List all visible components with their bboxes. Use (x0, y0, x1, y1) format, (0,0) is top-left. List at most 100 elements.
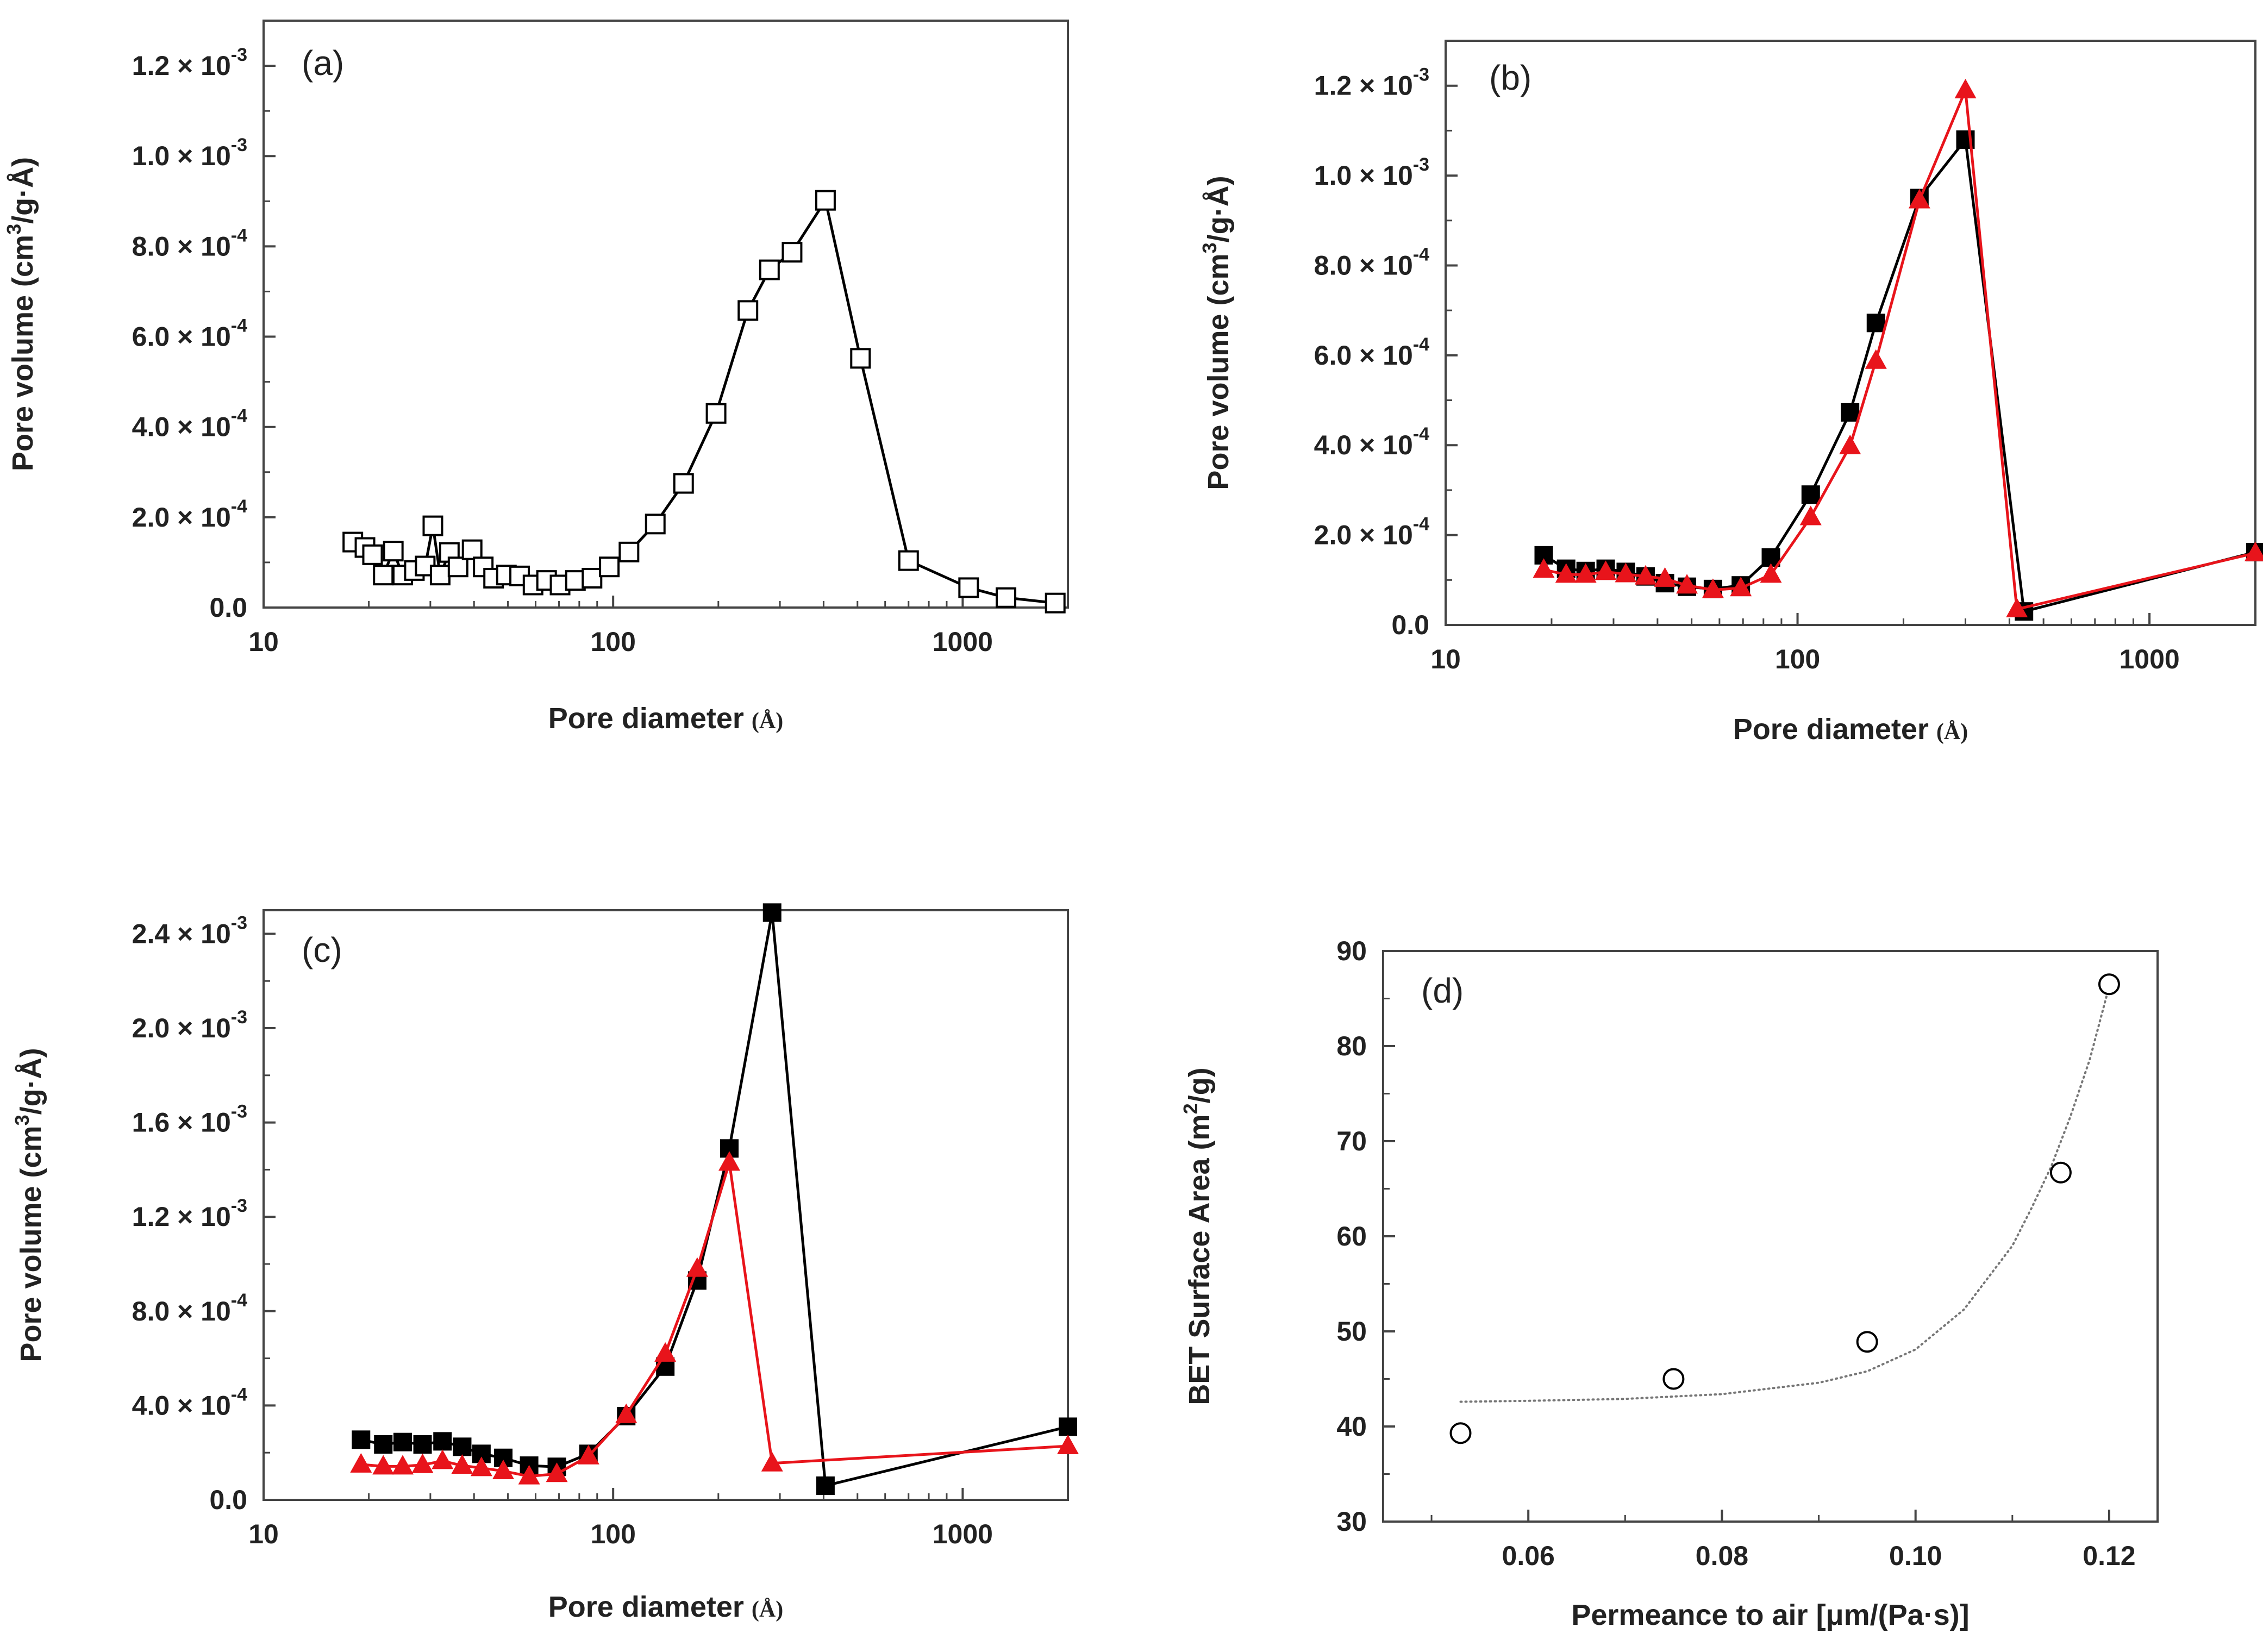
data-point-triangle (411, 1453, 434, 1473)
y-tick-label: 8.0 × 10-4 (132, 225, 247, 261)
x-axis-title-text: Pore diameter (548, 702, 744, 735)
data-point-triangle (1954, 78, 1977, 98)
data-point-circle (2098, 973, 2120, 996)
y-axis-title-post: /g) (1183, 1067, 1216, 1103)
y-tick-mantissa: 8.0 × 10 (132, 231, 231, 261)
y-tick-mantissa: 0.0 (1391, 610, 1429, 640)
y-axis-title-pre: BET Surface Area (m (1183, 1114, 1216, 1405)
y-tick-mantissa: 4.0 × 10 (132, 412, 231, 442)
y-tick-exponent: -4 (1413, 334, 1429, 355)
y-tick-mantissa: 6.0 × 10 (1314, 340, 1413, 371)
data-point-triangle (654, 1342, 677, 1362)
x-axis-title: Permeance to air [μm/(Pa·s)] (1571, 1599, 1969, 1631)
x-axis-title-text: Permeance to air [μm/(Pa·s)] (1571, 1599, 1969, 1631)
data-point-triangle (492, 1460, 515, 1480)
y-tick-mantissa: 6.0 × 10 (132, 322, 231, 352)
y-tick-label: 80 (1336, 1031, 1367, 1061)
y-tick-label: 1.0 × 10-3 (1314, 154, 1429, 191)
x-tick-label: 0.10 (1889, 1541, 1942, 1571)
panel-label: (c) (302, 930, 342, 969)
y-tick-mantissa: 80 (1336, 1031, 1367, 1061)
y-axis-title: Pore volume (cm3/g·Å) (3, 157, 39, 471)
y-tick-exponent: -3 (231, 45, 247, 65)
data-point-square (374, 1435, 393, 1454)
y-tick-mantissa: 1.6 × 10 (132, 1107, 231, 1138)
data-point-square (433, 1432, 452, 1451)
y-axis-title-pre: Pore volume (cm (15, 1125, 47, 1362)
x-tick-label: 10 (1430, 644, 1461, 674)
data-point-square (782, 242, 803, 263)
data-point-square (1801, 485, 1820, 504)
y-tick-exponent: -4 (231, 1384, 247, 1405)
data-point-triangle (1676, 574, 1698, 594)
y-tick-mantissa: 60 (1336, 1221, 1367, 1251)
data-point-square (815, 190, 836, 211)
x-tick-label: 100 (590, 1519, 635, 1549)
data-point-circle (1662, 1368, 1685, 1390)
y-tick-mantissa: 1.2 × 10 (132, 1202, 231, 1232)
y-tick-mantissa: 2.0 × 10 (1314, 520, 1413, 550)
y-tick-label: 6.0 × 10-4 (132, 316, 247, 352)
data-point-triangle (1595, 560, 1617, 580)
data-point-triangle (470, 1456, 492, 1476)
data-point-triangle (1574, 563, 1597, 583)
data-point-square (898, 550, 919, 571)
data-point-triangle (577, 1444, 599, 1465)
data-point-square (429, 565, 451, 586)
x-axis-title-text: Pore diameter (548, 1591, 744, 1623)
data-point-triangle (1760, 563, 1782, 583)
series-line-black-squares (360, 912, 1068, 1488)
y-tick-mantissa: 70 (1336, 1126, 1367, 1156)
y-tick-label: 1.2 × 10-3 (1314, 65, 1429, 101)
y-tick-mantissa: 2.4 × 10 (132, 918, 231, 949)
panel-label: (b) (1489, 58, 1531, 97)
y-tick-exponent: -3 (231, 1007, 247, 1028)
y-tick-label: 4.0 × 10-4 (132, 406, 247, 442)
y-tick-mantissa: 0.0 (209, 1485, 247, 1515)
data-point-square (565, 570, 586, 591)
y-axis-title-post: /g·Å) (7, 157, 39, 224)
x-tick-label: 1000 (2119, 644, 2179, 674)
data-point-triangle (2006, 598, 2028, 618)
plot-frame (1445, 40, 2256, 626)
data-point-triangle (615, 1403, 637, 1423)
data-point-square (447, 556, 468, 578)
data-point-triangle (451, 1454, 473, 1474)
data-point-square (958, 577, 979, 598)
y-tick-label: 8.0 × 10-4 (132, 1290, 247, 1326)
y-tick-label: 6.0 × 10-4 (1314, 334, 1429, 371)
y-tick-exponent: -4 (231, 225, 247, 246)
y-tick-label: 2.0 × 10-4 (132, 496, 247, 533)
y-tick-label: 30 (1336, 1506, 1367, 1537)
x-tick-label: 100 (1775, 644, 1820, 674)
x-tick-label: 1000 (933, 1519, 993, 1549)
y-tick-label: 1.2 × 10-3 (132, 1196, 247, 1232)
panel-label: (a) (302, 43, 344, 83)
data-point-square (352, 1430, 371, 1449)
plot-frame (1382, 950, 2159, 1523)
panel-d: 0.06 0.08 0.10 0.12 30 40 50 60 70 80 90 (d) Permean… (1179, 936, 2159, 1631)
data-point-triangle (1799, 505, 1822, 525)
data-point-square (1059, 1417, 1077, 1436)
y-tick-exponent: -4 (231, 1290, 247, 1311)
y-axis-title: Pore volume (cm3/g·Å) (11, 1048, 47, 1362)
y-axis-title-sup: 3 (11, 1115, 33, 1125)
data-point-triangle (1555, 563, 1577, 583)
data-point-square (461, 539, 483, 560)
y-tick-label: 4.0 × 10-4 (132, 1384, 247, 1421)
y-tick-label: 0.0 (209, 592, 247, 623)
y-tick-label: 90 (1336, 936, 1367, 966)
x-tick-label: 1000 (933, 627, 993, 657)
y-tick-mantissa: 1.0 × 10 (132, 141, 231, 171)
y-tick-label: 70 (1336, 1126, 1367, 1156)
data-point-triangle (1702, 578, 1724, 598)
y-tick-label: 1.2 × 10-3 (132, 45, 247, 81)
series-line-red-triangles (1543, 89, 2256, 611)
y-tick-label: 60 (1336, 1221, 1367, 1251)
y-tick-mantissa: 30 (1336, 1506, 1367, 1537)
y-tick-mantissa: 1.0 × 10 (1314, 160, 1413, 191)
series-line-black-squares (1543, 136, 2256, 614)
y-tick-label: 1.0 × 10-3 (132, 135, 247, 171)
